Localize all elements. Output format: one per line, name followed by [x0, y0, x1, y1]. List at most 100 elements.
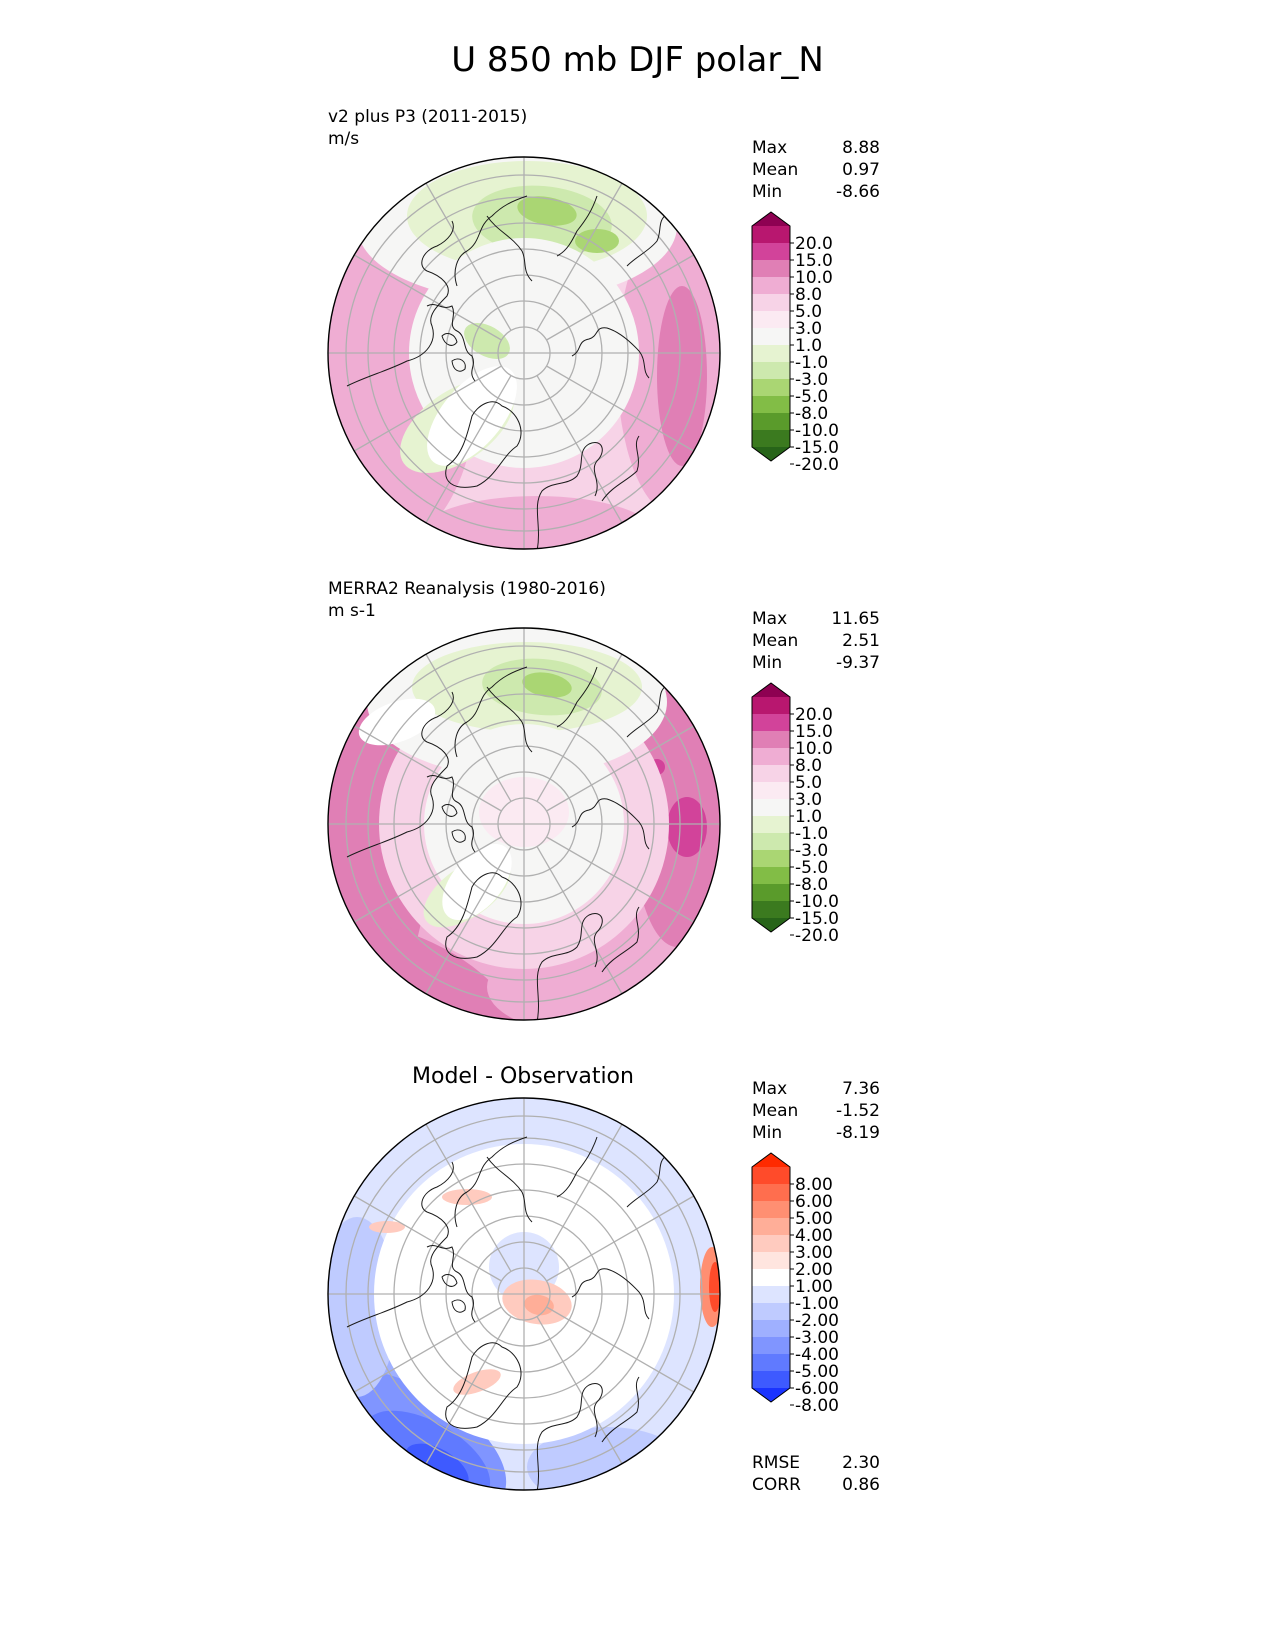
panel2-field-region	[358, 698, 436, 746]
panel3-colorbar-swatch	[752, 1286, 790, 1303]
panel1-colorbar-tick-label: 1.0	[795, 336, 822, 356]
panel2-colorbar-swatch	[752, 867, 790, 884]
panel1-colorbar-tick-label: 8.0	[795, 285, 822, 305]
panel3-colorbar-swatch	[752, 1252, 790, 1269]
panel3-colorbar-extend-max	[752, 1153, 790, 1167]
panel2-colorbar-extend-min	[752, 918, 790, 932]
panel2-stat-min: Min -9.37	[752, 653, 880, 673]
panel1-case-name: v2 plus P3 (2011-2015)	[328, 107, 528, 127]
panel1-colorbar-tick-label: -20.0	[795, 455, 839, 475]
panel3-colorbar-swatch	[752, 1218, 790, 1235]
panel3-colorbar-tick-label: -1.00	[795, 1294, 839, 1314]
panel3-colorbar-swatch	[752, 1201, 790, 1218]
panel1-polar-map	[327, 156, 721, 550]
panel3-colorbar-tick-label: 6.00	[795, 1192, 833, 1212]
panel3-colorbar-swatch	[752, 1184, 790, 1201]
panel1-colorbar-swatch	[752, 379, 790, 396]
panel3-colorbar-tick-label: -4.00	[795, 1345, 839, 1365]
panel3-stat-max: Max 7.36	[752, 1079, 880, 1099]
panel2-colorbar-tick-label: 3.0	[795, 790, 822, 810]
panel2-colorbar-tick-label: -15.0	[795, 909, 839, 929]
panel3-colorbar-extend-min	[752, 1388, 790, 1402]
panel1-map-boundary	[327, 156, 721, 550]
panel1-colorbar-swatch	[752, 396, 790, 413]
panel1-colorbar-swatch	[752, 362, 790, 379]
panel2-colorbar-swatch	[752, 748, 790, 765]
panel2-stats: Max 11.65 Mean 2.51 Min -9.37	[752, 608, 880, 674]
panel3-colorbar-swatch	[752, 1167, 790, 1184]
panel3-colorbar-tick-label: 5.00	[795, 1209, 833, 1229]
panel1-stat-mean: Mean 0.97	[752, 160, 880, 180]
panel3-extra-stats: RMSE 2.30 CORR 0.86	[752, 1452, 880, 1496]
panel2-stat-max: Max 11.65	[752, 609, 880, 629]
panel1-colorbar-swatch	[752, 345, 790, 362]
panel3-field-region	[709, 1262, 720, 1312]
panel1-graticule	[328, 157, 720, 549]
panel3-stats: Max 7.36 Mean -1.52 Min -8.19	[752, 1078, 880, 1144]
panel1-stats: Max 8.88 Mean 0.97 Min -8.66	[752, 137, 880, 203]
panel3-colorbar-tick-label: 1.00	[795, 1277, 833, 1297]
panel1-field	[328, 157, 720, 549]
panel2-colorbar-swatch	[752, 731, 790, 748]
panel2-colorbar-tick-label: 10.0	[795, 739, 833, 759]
panel2-colorbar-swatch	[752, 714, 790, 731]
panel2-colorbar-tick-label: -8.0	[795, 875, 828, 895]
panel1-subtitle: v2 plus P3 (2011-2015) m/s	[328, 106, 527, 150]
panel1-colorbar: 20.015.010.08.05.03.01.0-1.0-3.0-5.0-8.0…	[751, 211, 839, 475]
panel1-field-region	[575, 229, 619, 253]
panel2-units: m s-1	[328, 601, 376, 621]
panel3-coastlines	[346, 1136, 668, 1490]
panel2-colorbar-swatch	[752, 765, 790, 782]
panel1-stat-max: Max 8.88	[752, 138, 880, 158]
panel1-colorbar-swatch	[752, 430, 790, 447]
panel2-field-region	[667, 797, 707, 857]
panel1-colorbar-extend-min	[752, 447, 790, 461]
panel1-field-region	[517, 196, 577, 226]
panel3-colorbar-tick-label: -2.00	[795, 1311, 839, 1331]
panel2-field-region	[442, 843, 512, 921]
panel3-stat-rmse: RMSE 2.30	[752, 1453, 880, 1473]
panel2-colorbar-swatch	[752, 884, 790, 901]
panel2-stat-mean: Mean 2.51	[752, 631, 880, 651]
panel2-colorbar-tick-label: -10.0	[795, 892, 839, 912]
panel1-colorbar-extend-max	[752, 212, 790, 226]
panel2-colorbar-tick-label: 15.0	[795, 722, 833, 742]
panel3-colorbar: 8.006.005.004.003.002.001.00-1.00-2.00-3…	[751, 1152, 839, 1416]
figure-title: U 850 mb DJF polar_N	[451, 40, 824, 80]
panel3-field-region	[442, 1189, 492, 1205]
panel3-colorbar-tick-label: 8.00	[795, 1175, 833, 1195]
panel1-units: m/s	[328, 129, 360, 149]
panel2-colorbar: 20.015.010.08.05.03.01.0-1.0-3.0-5.0-8.0…	[751, 682, 839, 946]
panel2-field	[328, 628, 720, 1020]
panel1-colorbar-tick-label: -5.0	[795, 387, 828, 407]
panel2-case-name: MERRA2 Reanalysis (1980-2016)	[328, 579, 606, 599]
panel2-subtitle: MERRA2 Reanalysis (1980-2016) m s-1	[328, 578, 606, 622]
panel2-colorbar-swatch	[752, 816, 790, 833]
panel2-polar-map	[327, 627, 721, 1021]
panel2-colorbar-swatch	[752, 850, 790, 867]
panel3-polar-map	[327, 1097, 721, 1491]
panel3-colorbar-tick-label: -8.00	[795, 1396, 839, 1416]
panel1-colorbar-swatch	[752, 260, 790, 277]
panel1-colorbar-tick-label: -15.0	[795, 438, 839, 458]
panel3-colorbar-tick-label: 4.00	[795, 1226, 833, 1246]
panel2-colorbar-tick-label: -1.0	[795, 824, 828, 844]
panel3-colorbar-swatch	[752, 1320, 790, 1337]
panel3-colorbar-tick-label: 2.00	[795, 1260, 833, 1280]
panel1-colorbar-swatch	[752, 226, 790, 243]
panel2-colorbar-swatch	[752, 901, 790, 918]
panel2-colorbar-swatch	[752, 782, 790, 799]
panel2-colorbar-tick-label: 8.0	[795, 756, 822, 776]
panel3-title: Model - Observation	[412, 1064, 634, 1089]
panel3-field	[328, 1098, 720, 1490]
panel3-colorbar-swatch	[752, 1337, 790, 1354]
panel3-colorbar-swatch	[752, 1354, 790, 1371]
panel3-field-region	[369, 1221, 405, 1233]
panel1-colorbar-tick-label: 20.0	[795, 234, 833, 254]
panel1-stat-min: Min -8.66	[752, 182, 880, 202]
panel3-colorbar-tick-label: -3.00	[795, 1328, 839, 1348]
panel3-stat-min: Min -8.19	[752, 1123, 880, 1143]
panel1-colorbar-swatch	[752, 243, 790, 260]
panel2-colorbar-swatch	[752, 833, 790, 850]
panel2-map-boundary	[327, 627, 721, 1021]
